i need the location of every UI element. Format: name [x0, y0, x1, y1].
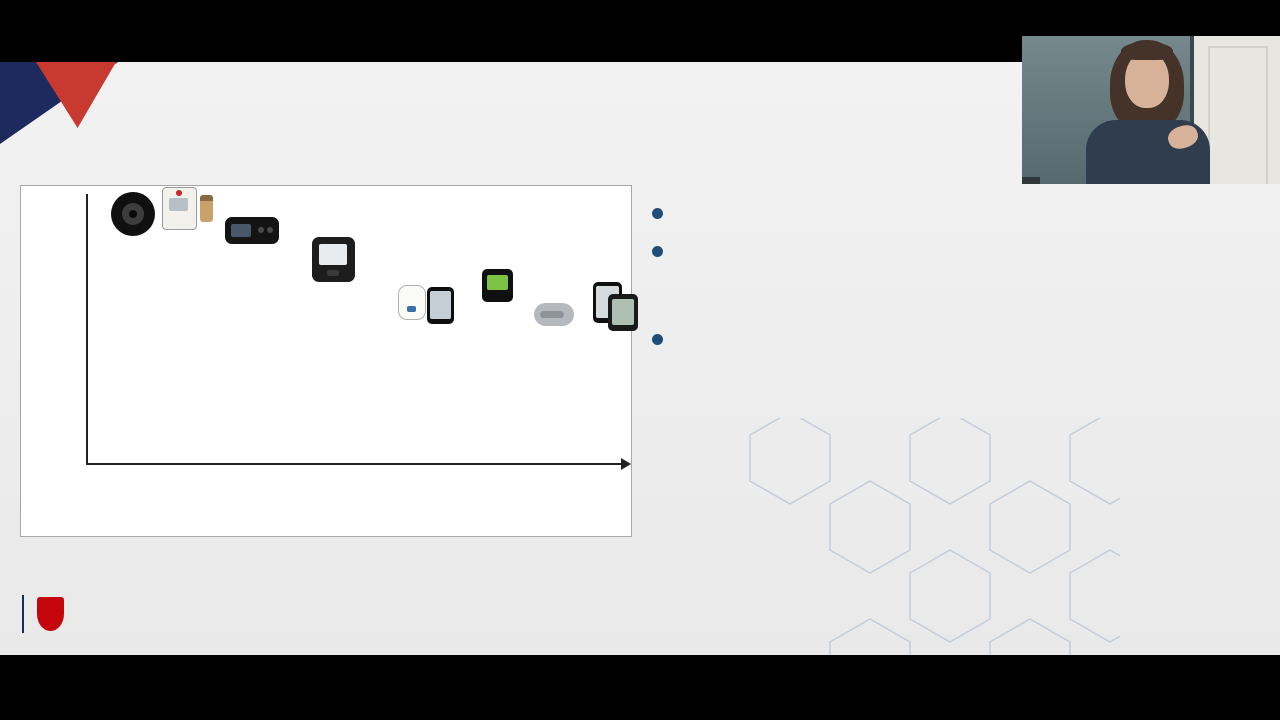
glucose-meter-icon: [162, 187, 197, 230]
participant-hair-fringe: [1121, 42, 1173, 60]
bullet-item-dexcom-g7: [652, 319, 1034, 345]
y-axis: [86, 194, 88, 465]
bullet-item-lower-is-better: [652, 193, 1034, 219]
uw-crest-icon: [37, 597, 64, 631]
hexagon-pattern-decoration: [749, 418, 1120, 655]
patch-pump-icon: [398, 285, 426, 320]
participant-video-tile[interactable]: [1022, 36, 1280, 184]
bullet-dot-icon: [652, 208, 663, 219]
cgm-sensor-icon: [111, 192, 155, 236]
participant-name-label: [1022, 177, 1040, 184]
meter-front-icon: [608, 294, 638, 331]
participant-face: [1125, 51, 1169, 108]
footer-logos: [16, 595, 73, 633]
logo-divider: [22, 595, 24, 633]
handheld-receiver-icon: [312, 237, 355, 282]
x-axis: [86, 463, 624, 465]
x-axis-arrow-icon: [621, 458, 631, 470]
meter-green-screen-icon: [482, 269, 513, 302]
door-panel: [1208, 46, 1268, 184]
bullet-dot-icon: [652, 334, 663, 345]
mard-timeline-chart: [20, 185, 638, 537]
bullet-list: [652, 193, 1034, 357]
insulin-pump-icon: [225, 217, 279, 244]
bullet-dot-icon: [652, 246, 663, 257]
gray-pump-icon: [534, 303, 574, 326]
test-strip-vial-icon: [200, 195, 213, 222]
bullet-item-mard-bgm: [652, 231, 1034, 257]
smartphone-icon: [427, 287, 454, 324]
